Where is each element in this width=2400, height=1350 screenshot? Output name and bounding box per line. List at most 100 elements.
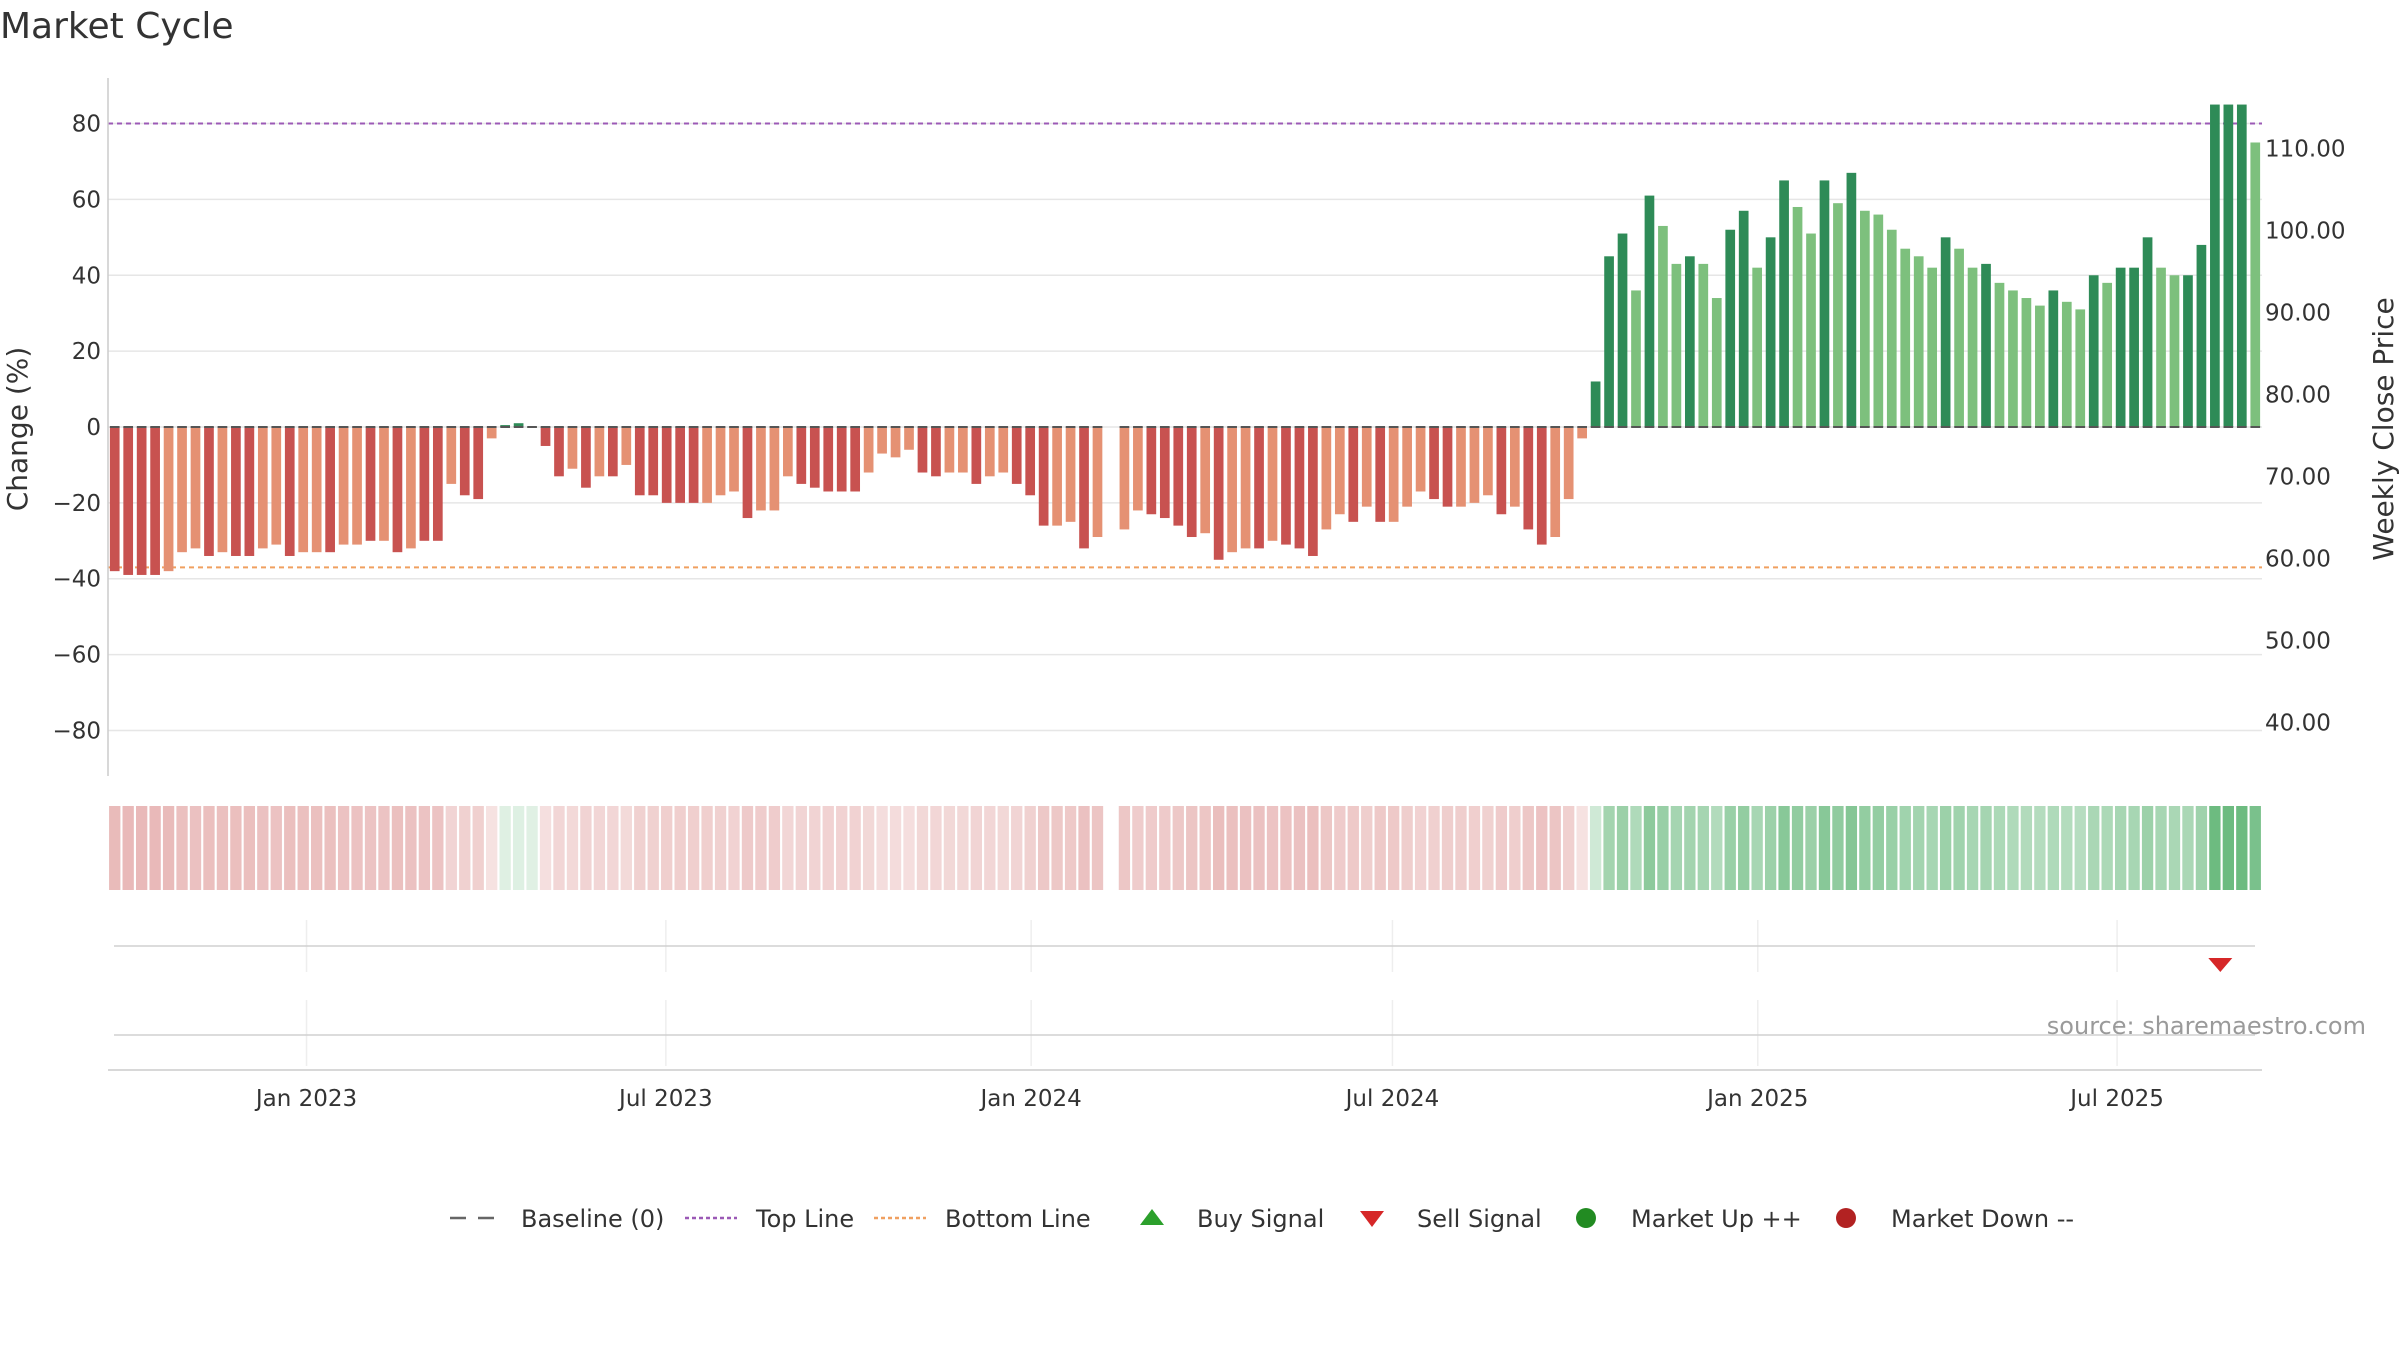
strip-cell	[862, 806, 875, 890]
strip-cell	[176, 806, 188, 890]
y-tick-label: 80	[72, 112, 101, 138]
chart-title: Market Cycle	[0, 6, 234, 47]
bar	[783, 427, 793, 477]
strip-cell	[1320, 806, 1333, 890]
bar	[809, 427, 820, 488]
strip-cell	[1684, 806, 1696, 890]
bar	[1752, 267, 1763, 427]
legend-circle-icon	[1576, 1208, 1596, 1228]
strip-cell	[270, 806, 282, 890]
y2-tick-label: 40.00	[2265, 711, 2331, 737]
bar	[554, 427, 564, 477]
strip-cell	[1186, 806, 1198, 890]
bar	[756, 427, 766, 511]
legend-label: Top Line	[755, 1205, 854, 1233]
bar	[177, 427, 187, 553]
strip-cell	[566, 806, 579, 890]
bar	[1200, 427, 1211, 534]
bar	[1658, 225, 1668, 427]
bar	[2021, 298, 2032, 427]
bar	[257, 427, 268, 549]
strip-cell	[2249, 806, 2261, 890]
strip-cell	[849, 806, 861, 890]
bar	[1415, 427, 1426, 492]
strip-cell	[1280, 806, 1292, 890]
strip-cell	[1791, 806, 1804, 890]
bar	[1523, 427, 1534, 530]
bar	[540, 427, 551, 446]
bar	[392, 427, 403, 553]
strip-cell	[526, 806, 538, 890]
strip-cell	[203, 806, 215, 890]
strip-cell	[728, 806, 740, 890]
bar	[607, 427, 618, 477]
bar	[836, 427, 847, 492]
bar	[271, 427, 282, 545]
strip-cell	[634, 806, 646, 890]
strip-cell	[284, 806, 296, 890]
strip-cell	[2114, 806, 2127, 890]
strip-cell	[1643, 806, 1656, 890]
bar	[123, 427, 134, 575]
bar	[1806, 233, 1816, 427]
legend-label: Sell Signal	[1417, 1205, 1542, 1233]
strip-cell	[1091, 806, 1104, 890]
strip-cell	[1293, 806, 1306, 890]
strip-cell	[499, 806, 511, 890]
strip-cell	[1549, 806, 1561, 890]
bar	[1913, 256, 1924, 427]
legend-label: Baseline (0)	[521, 1205, 664, 1233]
strip-cell	[2047, 806, 2059, 890]
bar	[352, 427, 362, 545]
bar	[1617, 233, 1628, 427]
bar	[742, 427, 753, 519]
x-tick-label: Jan 2025	[1705, 1086, 1808, 1112]
bar	[473, 427, 484, 500]
reference-lines	[108, 122, 2262, 569]
bar	[1644, 195, 1655, 427]
strip-cell	[620, 806, 632, 890]
bar	[2183, 275, 2193, 427]
strip-cell	[257, 806, 269, 890]
strip-cell	[1953, 806, 1965, 890]
strip-cell	[593, 806, 606, 890]
bar	[1873, 214, 1884, 427]
bar	[446, 427, 457, 484]
strip-cell	[1563, 806, 1575, 890]
strip-cell	[768, 806, 781, 890]
legend-label: Market Up ++	[1631, 1205, 1802, 1233]
bar	[702, 427, 712, 503]
bar	[325, 427, 335, 553]
strip-cell	[1159, 806, 1171, 890]
bar	[917, 427, 928, 473]
strip-cell	[1724, 806, 1736, 890]
strip-cell	[1132, 806, 1144, 890]
sell-signal-marker	[2208, 958, 2233, 972]
strip-cell	[701, 806, 713, 890]
legend-item: Sell Signal	[1360, 1205, 1542, 1233]
bar	[1011, 427, 1022, 484]
strip-cell	[1657, 806, 1669, 890]
bar	[1954, 248, 1964, 427]
bar	[688, 427, 699, 503]
bar	[1604, 256, 1614, 427]
bar	[1402, 427, 1412, 507]
bar	[1348, 427, 1359, 522]
bar	[1240, 427, 1251, 549]
bar	[204, 427, 214, 556]
strip-cell	[674, 806, 686, 890]
strip-cell	[109, 806, 121, 890]
bar	[661, 427, 672, 503]
bar	[1186, 427, 1197, 538]
strip-cell	[149, 806, 161, 890]
legend-item: Bottom Line	[874, 1205, 1091, 1233]
bar	[2048, 290, 2059, 427]
strip-cell	[1670, 806, 1683, 890]
bar	[2088, 275, 2099, 427]
strip-cell	[2195, 806, 2208, 890]
strip-cell	[1266, 806, 1279, 890]
strip-cell	[2182, 806, 2194, 890]
bar	[796, 427, 807, 484]
strip-cell	[1361, 806, 1373, 890]
strip-cell	[2168, 806, 2181, 890]
